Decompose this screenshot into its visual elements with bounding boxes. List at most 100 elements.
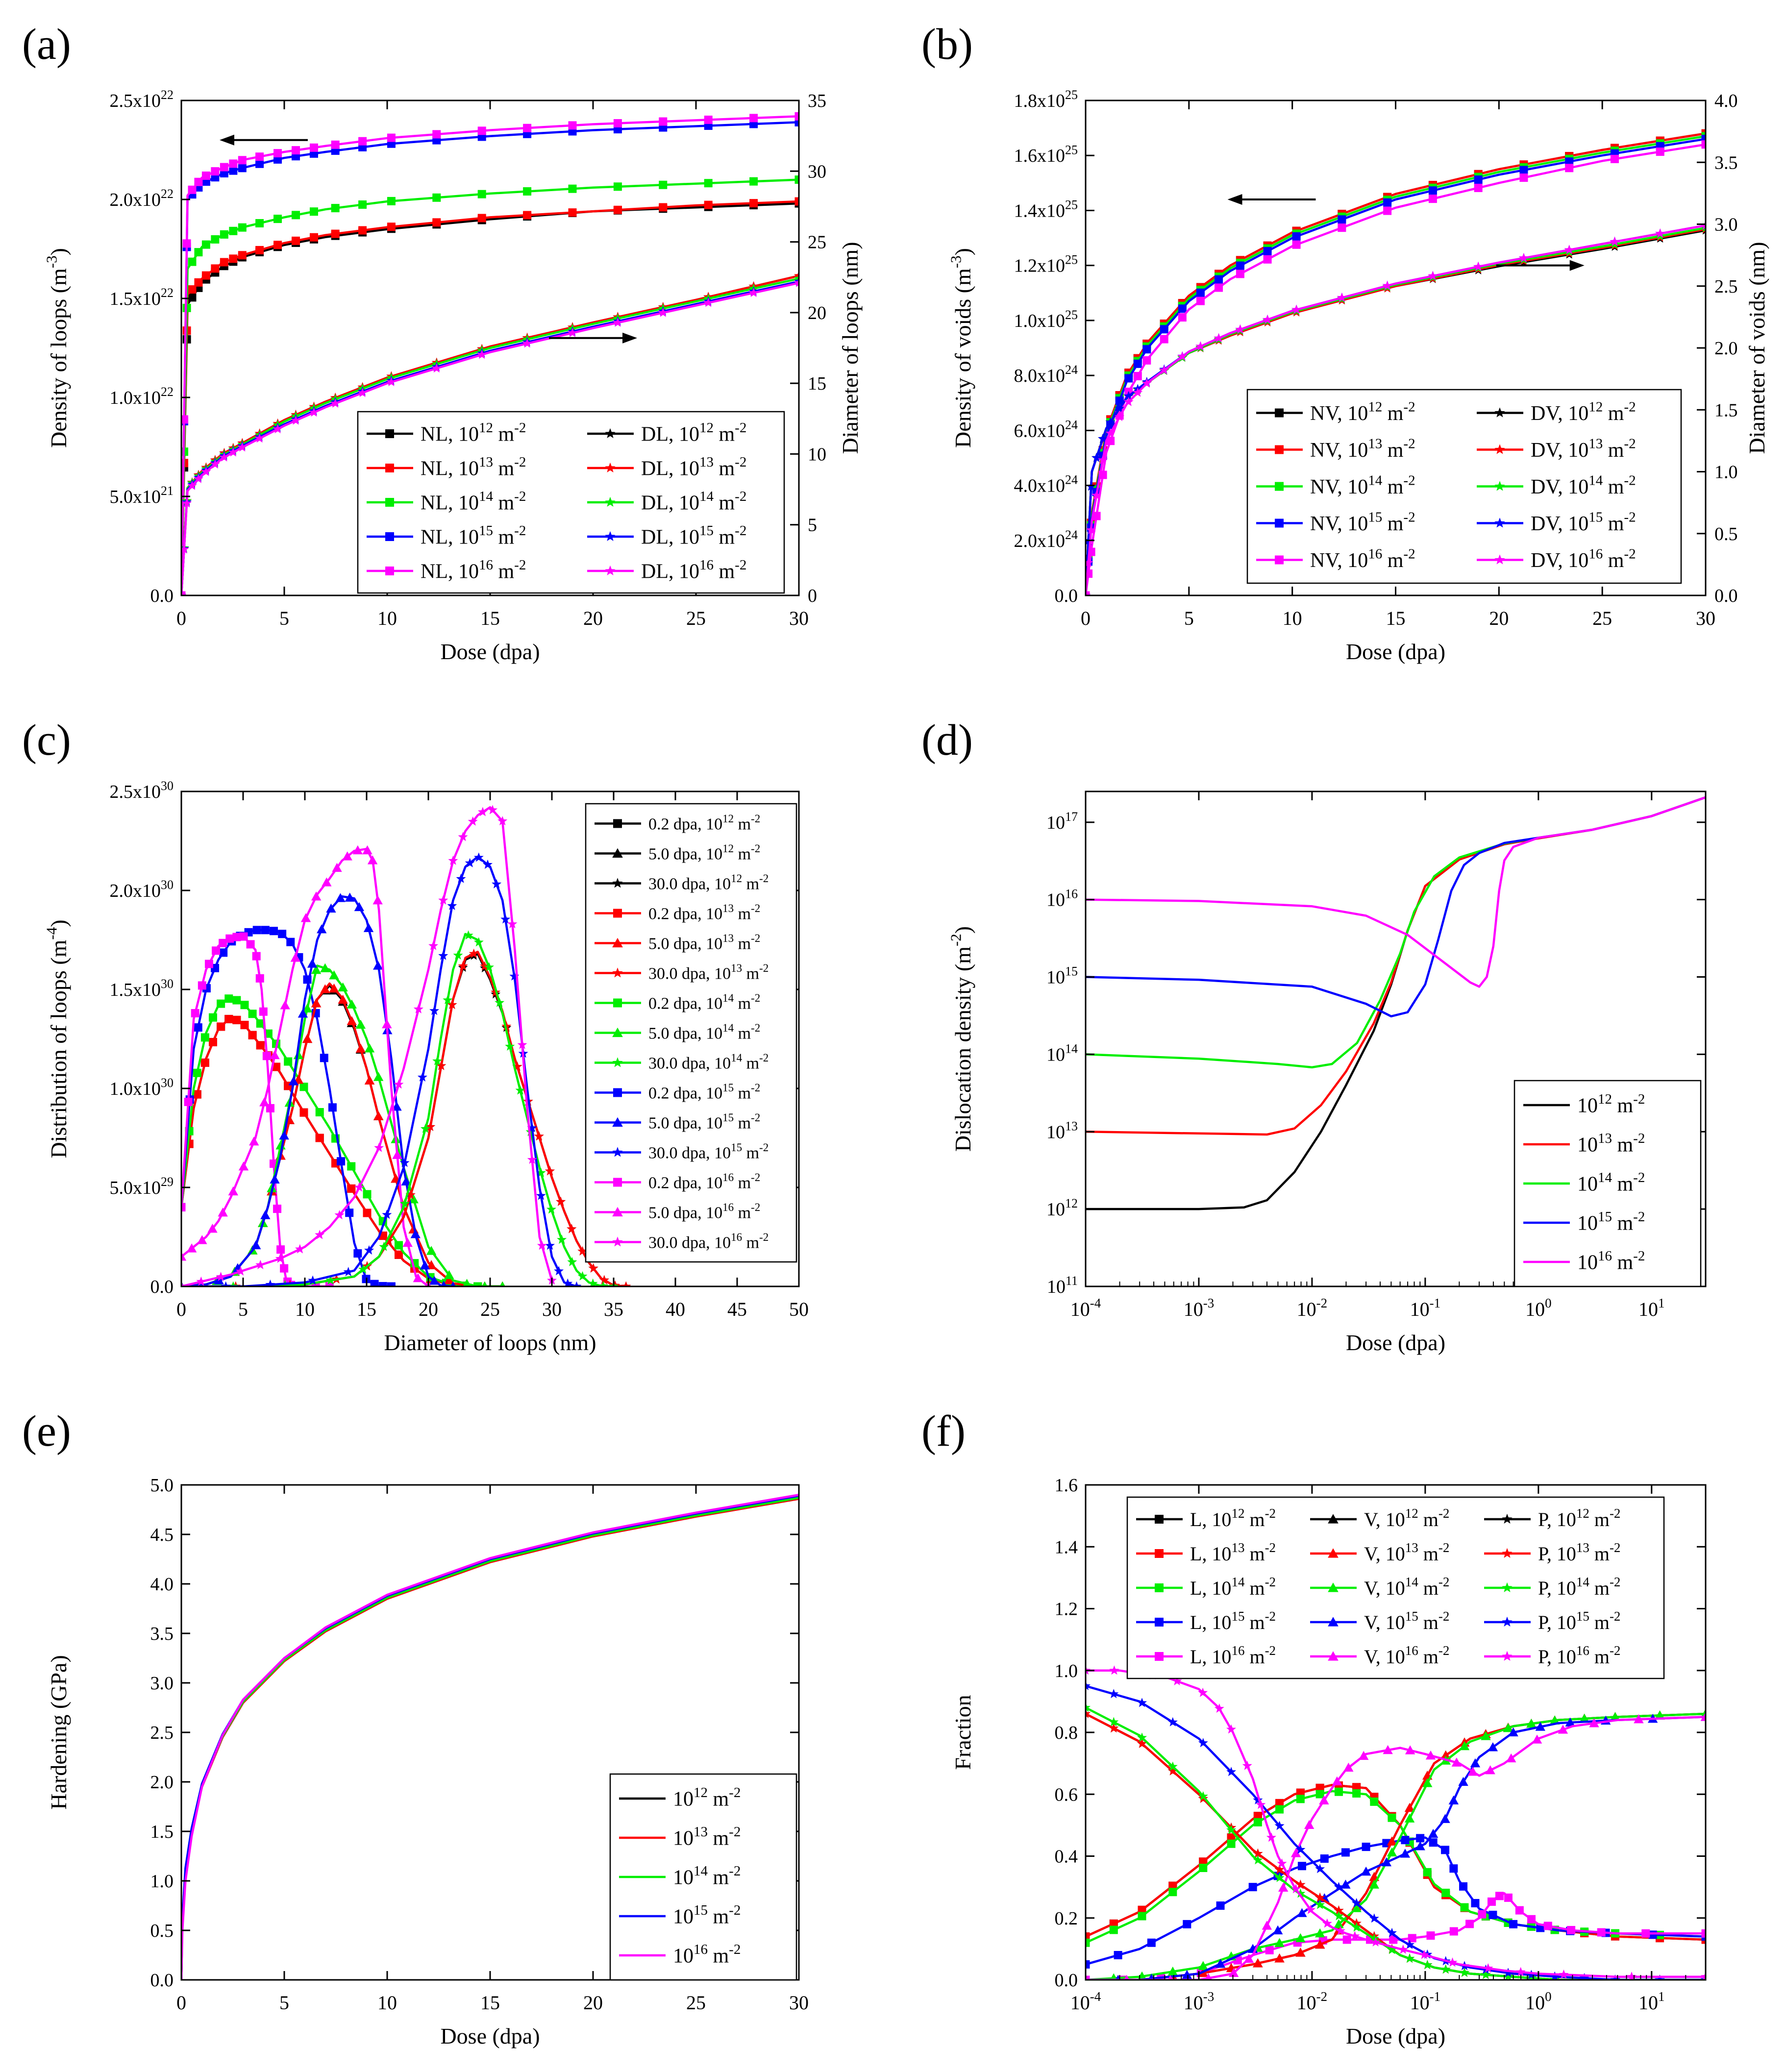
legend-marker [1328, 1548, 1339, 1558]
data-point [492, 879, 502, 888]
data-point [194, 248, 203, 257]
data-point [1387, 1847, 1397, 1857]
data-point [1565, 157, 1574, 166]
legend-label: DL, 1012 m-2 [641, 420, 746, 446]
series-line [1086, 1784, 1706, 1941]
data-point [456, 873, 466, 883]
data-point [659, 180, 668, 189]
legend-marker [1275, 518, 1284, 528]
data-point [1086, 1680, 1091, 1690]
data-point [1400, 1849, 1411, 1858]
y2-axis-label: Diameter of loops (nm) [838, 242, 863, 454]
data-point [395, 1241, 403, 1250]
data-point [1086, 1708, 1091, 1718]
data-point [1295, 1933, 1306, 1943]
data-point [458, 832, 468, 841]
data-point [563, 1278, 573, 1286]
data-point [1701, 222, 1706, 232]
data-point [1319, 1795, 1329, 1805]
y2-tick-label: 1.5 [1714, 400, 1738, 420]
data-point [545, 1166, 555, 1176]
data-point [1177, 351, 1188, 361]
data-point [254, 433, 265, 443]
y-tick-label: 5.0 [150, 1475, 174, 1496]
data-point [338, 982, 348, 991]
data-point [299, 1108, 308, 1117]
y-tick-label: 1.0 [150, 1871, 174, 1892]
data-point [1470, 1758, 1481, 1768]
data-point [322, 877, 332, 887]
data-point [1105, 428, 1116, 438]
data-point [337, 1157, 346, 1166]
data-point [462, 1279, 471, 1286]
data-point [325, 1282, 334, 1286]
data-point [1243, 1953, 1254, 1963]
data-point [210, 459, 220, 469]
data-point [1627, 1972, 1637, 1980]
data-point [1214, 1703, 1224, 1713]
data-point [1133, 387, 1143, 397]
x-tick-label: 15 [480, 607, 500, 629]
data-point [240, 1021, 249, 1030]
legend-marker [1502, 1651, 1513, 1661]
y-tick-label: 0.6 [1055, 1784, 1078, 1805]
legend-marker [1328, 1582, 1339, 1592]
x-tick-label: 50 [789, 1298, 809, 1320]
data-point [444, 1270, 454, 1280]
data-point [331, 229, 340, 238]
y-tick-label: 1.0x1025 [1014, 308, 1078, 331]
data-point [220, 163, 228, 172]
data-point [220, 258, 228, 267]
data-point [1315, 1790, 1324, 1799]
legend-label: L, 1013 m-2 [1190, 1540, 1276, 1565]
data-point [252, 926, 261, 935]
data-point [1226, 1767, 1237, 1776]
data-point [408, 1194, 419, 1204]
legend-marker [612, 848, 623, 858]
data-point [186, 1243, 197, 1253]
legend-label: L, 1016 m-2 [1190, 1643, 1276, 1668]
data-point [325, 1275, 336, 1285]
data-point [248, 1136, 259, 1146]
x-tick-label: 25 [1592, 607, 1612, 629]
data-point [568, 208, 577, 217]
x-tick-label: 30 [1696, 607, 1715, 629]
y-tick-label: 1.2 [1055, 1599, 1078, 1620]
data-point [477, 214, 486, 222]
data-point [1428, 1828, 1439, 1838]
data-point [1340, 1879, 1351, 1889]
data-point [1148, 1973, 1155, 1980]
data-point [577, 1271, 588, 1281]
legend-label: DL, 1016 m-2 [641, 557, 746, 583]
data-point [191, 1009, 199, 1017]
y-tick-label: 1.0x1022 [110, 385, 174, 408]
data-point [1086, 1702, 1091, 1712]
legend-label: 1012 m-2 [673, 1785, 741, 1811]
data-point [1503, 1723, 1513, 1732]
legend-marker [1155, 1652, 1164, 1661]
data-point [330, 398, 341, 408]
data-point [1416, 1834, 1425, 1843]
data-point [308, 1275, 318, 1285]
data-point [329, 983, 339, 993]
data-point [473, 852, 484, 862]
data-point [1109, 1665, 1119, 1675]
data-point [426, 1260, 437, 1269]
data-point [1459, 1741, 1470, 1751]
data-point [523, 187, 532, 196]
data-point [1343, 1762, 1354, 1772]
data-point [527, 1123, 537, 1133]
data-point [468, 816, 478, 826]
data-point [1565, 1717, 1575, 1727]
data-point [1425, 1751, 1436, 1760]
data-point [704, 179, 713, 188]
data-point [432, 130, 441, 139]
data-point [1304, 1820, 1315, 1829]
legend-marker [1494, 407, 1505, 418]
series-line [181, 996, 478, 1286]
x-tick-label: 30 [789, 1992, 809, 2014]
data-point [317, 924, 327, 934]
data-point [1700, 1712, 1706, 1721]
data-point [363, 1209, 372, 1217]
legend-marker [385, 429, 394, 438]
